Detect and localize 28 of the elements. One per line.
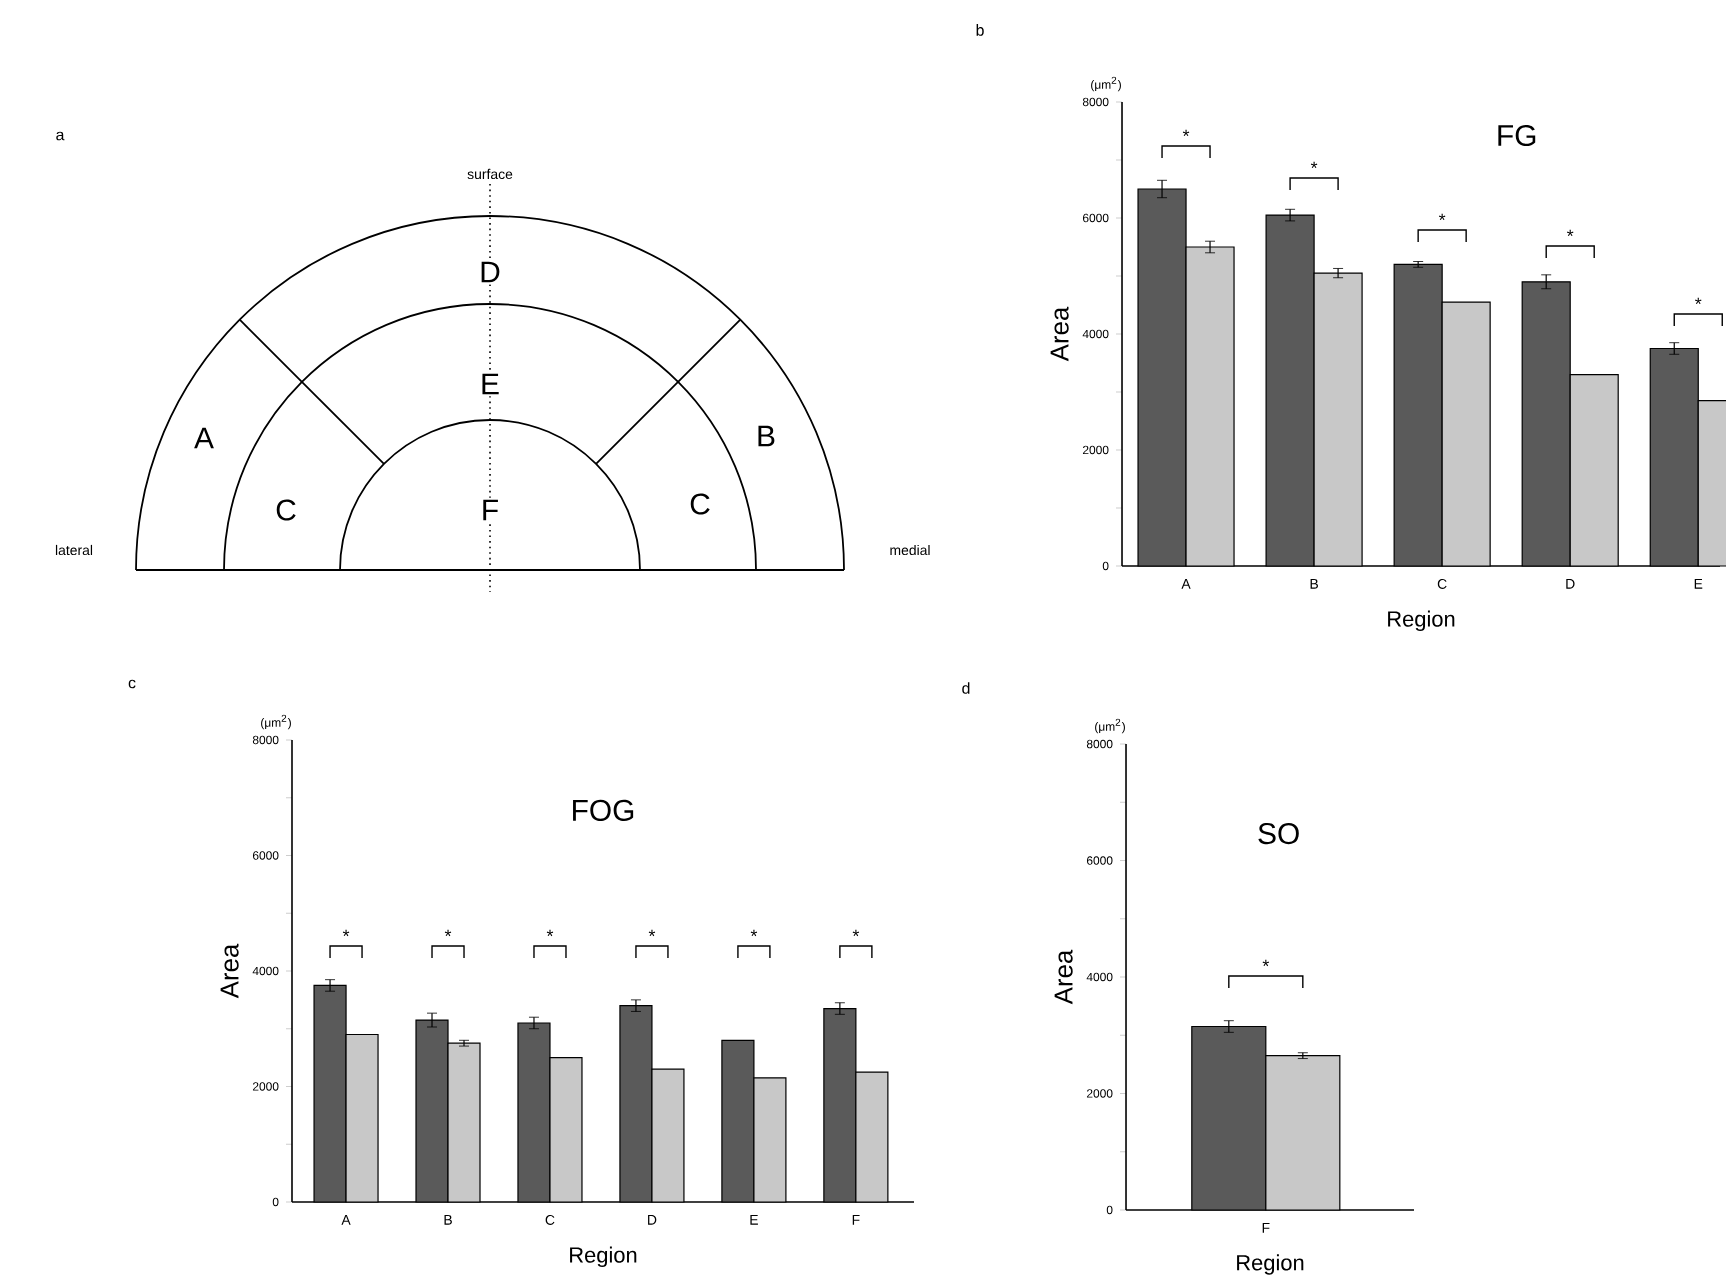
text: D — [481, 261, 500, 283]
text: SO — [1258, 822, 1299, 845]
annotation: * — [1182, 129, 1190, 137]
annotation: * — [546, 929, 554, 937]
annotation: * — [1695, 297, 1702, 305]
annotation: * — [750, 929, 758, 937]
y-axis-title: Area — [1054, 949, 1073, 1005]
text: C — [276, 499, 296, 521]
y-axis-title: Area — [1050, 306, 1069, 362]
text: FG — [1498, 124, 1536, 147]
text: E — [482, 373, 499, 395]
annotation: * — [342, 929, 350, 937]
x-axis-title: Region — [1388, 610, 1455, 631]
y-axis-title: Area — [220, 943, 239, 999]
annotation: * — [1310, 161, 1318, 169]
x-axis-title: Region — [1237, 1254, 1304, 1275]
annotation: * — [1438, 213, 1446, 221]
annotation: * — [1566, 229, 1574, 237]
text: F — [483, 499, 498, 521]
text: B — [758, 425, 775, 447]
annotation: * — [648, 929, 656, 937]
text: C — [690, 493, 710, 515]
annotation: * — [1262, 959, 1270, 967]
text: FOG — [573, 799, 634, 821]
text: A — [194, 427, 214, 449]
annotation: * — [444, 929, 452, 937]
annotation: * — [852, 929, 860, 937]
x-axis-title: Region — [570, 1246, 637, 1268]
